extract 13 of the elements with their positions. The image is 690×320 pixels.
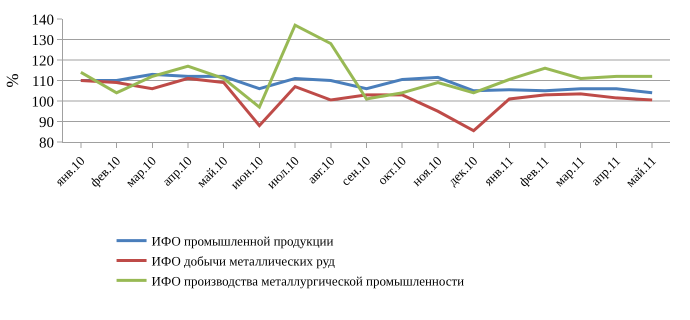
legend-label: ИФО производства металлургической промышленности xyxy=(152,273,464,288)
y-tick-label: 100 xyxy=(32,94,54,110)
line-series xyxy=(79,24,654,109)
y-tick-label: 140 xyxy=(32,12,54,28)
y-tick-label: 90 xyxy=(39,114,54,131)
legend-label: ИФО промышленной продукции xyxy=(152,234,334,249)
line-series xyxy=(79,76,654,132)
y-axis-title: % xyxy=(3,73,22,88)
y-tick-label: 110 xyxy=(32,74,54,90)
y-tick-label: 120 xyxy=(32,53,54,70)
y-tick-label: 80 xyxy=(39,135,54,152)
legend-label: ИФО добычи металлических руд xyxy=(152,254,336,269)
y-tick-label: 130 xyxy=(32,32,54,49)
